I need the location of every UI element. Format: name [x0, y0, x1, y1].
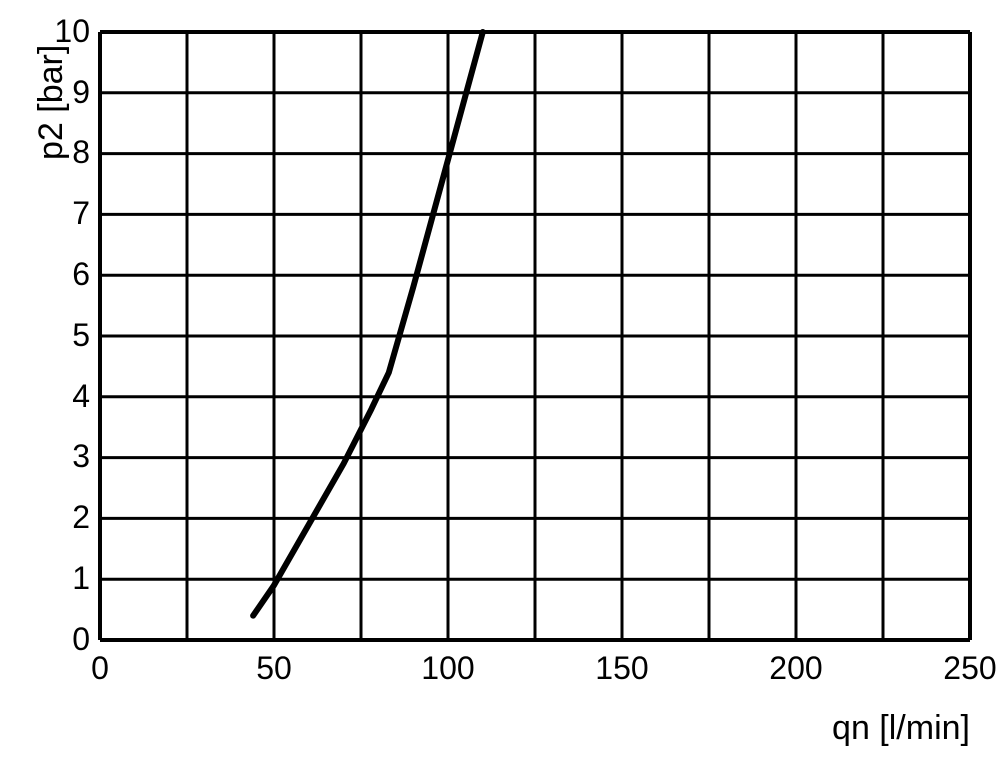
x-tick-label: 150 — [582, 650, 662, 687]
x-tick-label: 100 — [408, 650, 488, 687]
y-tick-label: 1 — [72, 560, 90, 597]
chart-svg — [0, 0, 1000, 764]
x-tick-label: 250 — [930, 650, 1000, 687]
y-axis-label: p2 [bar] — [32, 45, 71, 160]
y-tick-label: 7 — [72, 195, 90, 232]
y-tick-label: 8 — [72, 134, 90, 171]
y-tick-label: 6 — [72, 256, 90, 293]
x-tick-label: 50 — [234, 650, 314, 687]
x-tick-label: 0 — [60, 650, 140, 687]
y-tick-label: 2 — [72, 499, 90, 536]
y-tick-label: 3 — [72, 438, 90, 475]
y-tick-label: 10 — [54, 13, 90, 50]
x-axis-label: qn [l/min] — [832, 709, 970, 748]
y-tick-label: 5 — [72, 317, 90, 354]
y-tick-label: 9 — [72, 74, 90, 111]
x-tick-label: 200 — [756, 650, 836, 687]
pressure-flow-chart: p2 [bar] qn [l/min] 01234567891005010015… — [0, 0, 1000, 764]
y-tick-label: 4 — [72, 378, 90, 415]
